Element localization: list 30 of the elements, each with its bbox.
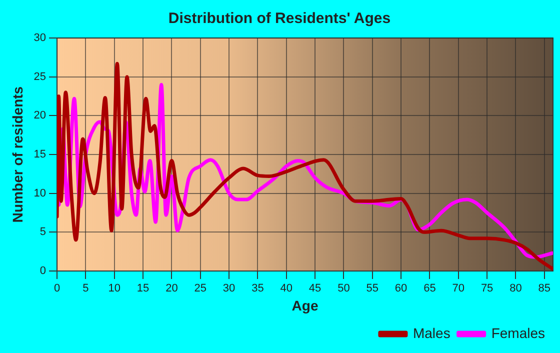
- x-tick-label: 40: [280, 282, 293, 295]
- x-tick-label: 70: [452, 282, 465, 295]
- y-axis-title: Number of residents: [9, 86, 26, 223]
- y-tick-label: 15: [34, 148, 46, 161]
- x-tick-label: 55: [366, 282, 379, 295]
- x-tick-label: 60: [394, 282, 408, 295]
- chart-title: Distribution of Residents' Ages: [168, 10, 391, 28]
- y-tick-label: 0: [40, 265, 46, 278]
- x-tick-label: 45: [308, 282, 322, 295]
- legend-label: Females: [491, 324, 546, 341]
- y-tick-label: 10: [34, 187, 46, 200]
- x-tick-label: 75: [480, 282, 494, 295]
- y-tick-label: 30: [34, 32, 46, 44]
- x-tick-label: 65: [424, 282, 436, 295]
- x-tick-label: 80: [510, 282, 522, 295]
- y-tick-label: 25: [34, 70, 46, 83]
- x-tick-label: 30: [222, 282, 236, 295]
- x-tick-label: 35: [252, 282, 264, 295]
- y-tick-label: 5: [40, 226, 46, 238]
- x-axis-title: Age: [292, 297, 318, 314]
- x-tick-label: 85: [538, 282, 551, 295]
- x-tick-label: 50: [338, 282, 350, 295]
- x-tick-label: 20: [166, 282, 178, 295]
- x-tick-label: 0: [54, 282, 60, 295]
- legend-label: Males: [412, 324, 450, 341]
- x-tick-label: 25: [194, 282, 207, 295]
- y-tick-label: 20: [34, 110, 46, 122]
- x-tick-label: 5: [82, 282, 89, 295]
- x-tick-label: 10: [108, 282, 120, 295]
- x-tick-label: 15: [136, 282, 150, 295]
